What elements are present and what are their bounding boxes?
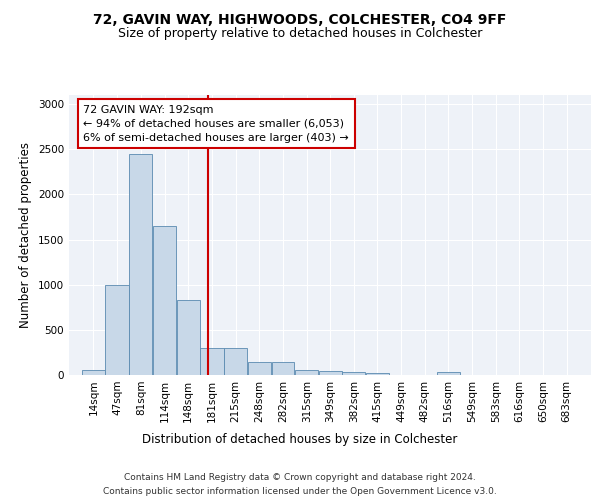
- Text: Distribution of detached houses by size in Colchester: Distribution of detached houses by size …: [142, 432, 458, 446]
- Bar: [295, 370, 319, 375]
- Bar: [177, 300, 200, 375]
- Y-axis label: Number of detached properties: Number of detached properties: [19, 142, 32, 328]
- Bar: [437, 372, 460, 375]
- Bar: [200, 348, 224, 375]
- Bar: [319, 372, 342, 375]
- Bar: [272, 362, 295, 375]
- Bar: [342, 372, 365, 375]
- Bar: [248, 362, 271, 375]
- Bar: [82, 370, 105, 375]
- Bar: [106, 284, 129, 375]
- Bar: [224, 348, 247, 375]
- Text: 72 GAVIN WAY: 192sqm
← 94% of detached houses are smaller (6,053)
6% of semi-det: 72 GAVIN WAY: 192sqm ← 94% of detached h…: [83, 105, 349, 143]
- Text: Contains HM Land Registry data © Crown copyright and database right 2024.: Contains HM Land Registry data © Crown c…: [124, 472, 476, 482]
- Text: Contains public sector information licensed under the Open Government Licence v3: Contains public sector information licen…: [103, 488, 497, 496]
- Bar: [365, 373, 389, 375]
- Text: 72, GAVIN WAY, HIGHWOODS, COLCHESTER, CO4 9FF: 72, GAVIN WAY, HIGHWOODS, COLCHESTER, CO…: [94, 12, 506, 26]
- Bar: [153, 226, 176, 375]
- Bar: [130, 154, 152, 375]
- Text: Size of property relative to detached houses in Colchester: Size of property relative to detached ho…: [118, 28, 482, 40]
